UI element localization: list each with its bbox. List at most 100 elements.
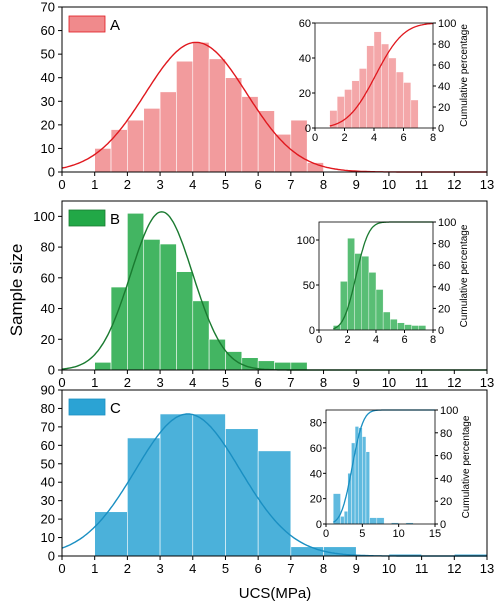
x-tick-label: 7 — [287, 177, 294, 192]
x-tick-label: 8 — [320, 561, 327, 576]
inset-right-axis-label: Cumulative percentage — [461, 415, 472, 518]
inset-bar — [395, 71, 404, 129]
y-tick-label: 10 — [41, 530, 55, 545]
histogram-bar — [94, 362, 112, 371]
x-tick-label: 13 — [480, 561, 494, 576]
x-tick-label: 9 — [353, 177, 360, 192]
histogram-bar — [127, 119, 145, 173]
x-tick-label: 5 — [222, 561, 229, 576]
y-tick-label: 40 — [41, 70, 55, 85]
inset-bar — [397, 322, 405, 331]
y-tick-label: 0 — [48, 549, 55, 564]
y-tick-label: 60 — [41, 23, 55, 38]
inset-bar — [343, 511, 348, 525]
inset-y-tick-label: 0 — [309, 325, 315, 337]
legend-swatch — [68, 15, 106, 33]
x-tick-label: 10 — [382, 561, 396, 576]
x-tick-label: 7 — [287, 375, 294, 390]
x-tick-label: 0 — [58, 375, 65, 390]
inset-right-tick-label: 0 — [440, 519, 446, 531]
inset-bar — [361, 256, 370, 331]
inset-bar — [404, 324, 412, 331]
inset-bar — [376, 517, 385, 525]
x-tick-label: 2 — [124, 375, 131, 390]
inset-right-tick-label: 40 — [438, 81, 450, 93]
inset-bar — [373, 31, 382, 129]
histogram-bar — [257, 110, 275, 173]
inset-bar — [365, 451, 370, 525]
inset-right-axis-label: Cumulative percentage — [459, 24, 470, 127]
histogram-bar — [225, 428, 259, 557]
x-tick-label: 0 — [58, 177, 65, 192]
inset-bar — [403, 82, 412, 129]
histogram-bar — [94, 511, 128, 557]
y-tick-label: 30 — [41, 94, 55, 109]
legend-swatch — [68, 209, 106, 227]
inset-x-tick-label: 8 — [430, 334, 436, 346]
inset-bar — [390, 319, 398, 331]
x-tick-label: 9 — [353, 561, 360, 576]
inset-bar — [410, 99, 419, 129]
x-tick-label: 11 — [415, 561, 429, 576]
x-tick-label: 1 — [91, 561, 98, 576]
histogram-bar — [192, 42, 210, 173]
x-tick-label: 5 — [222, 375, 229, 390]
x-tick-label: 3 — [156, 375, 163, 390]
y-tick-label: 20 — [41, 512, 55, 527]
y-tick-label: 0 — [48, 165, 55, 180]
histogram-bar — [290, 362, 308, 371]
inset-bar — [358, 427, 363, 525]
histogram-bar — [143, 108, 161, 173]
inset-right-tick-label: 0 — [438, 123, 444, 135]
histogram-bar — [274, 133, 292, 173]
x-tick-label: 2 — [124, 561, 131, 576]
inset-x-tick-label: 6 — [401, 334, 407, 346]
inset-cumulative-curve — [329, 22, 433, 127]
inset-bar — [418, 325, 427, 331]
inset-bar — [388, 57, 397, 129]
histogram-bar — [208, 338, 226, 371]
inset-y-tick-label: 20 — [310, 494, 322, 506]
inset-y-tick-label: 0 — [316, 519, 322, 531]
inset-x-tick-label: 6 — [400, 132, 406, 144]
inset-right-tick-label: 60 — [438, 60, 450, 72]
inset-y-tick-label: 60 — [310, 443, 322, 455]
inset-right-tick-label: 80 — [440, 428, 452, 440]
inset-bar — [344, 89, 353, 129]
inset-background — [326, 410, 435, 524]
inset-x-tick-label: 0 — [316, 334, 322, 346]
inset-x-tick-label: 15 — [429, 528, 441, 540]
x-tick-label: 7 — [287, 561, 294, 576]
x-tick-label: 9 — [353, 375, 360, 390]
legend-label: C — [110, 400, 121, 417]
legend-label: A — [110, 17, 120, 34]
inset-bar — [340, 516, 345, 525]
x-tick-label: 6 — [255, 561, 262, 576]
inset-y-tick-label: 50 — [303, 280, 315, 292]
inset-right-tick-label: 20 — [438, 303, 450, 315]
x-tick-label: 10 — [382, 177, 396, 192]
inset-right-tick-label: 20 — [440, 496, 452, 508]
y-tick-label: 80 — [41, 401, 55, 416]
y-tick-label: 40 — [41, 475, 55, 490]
x-tick-label: 11 — [415, 177, 429, 192]
inset-x-tick-label: 8 — [430, 132, 436, 144]
plot-frame — [61, 6, 488, 173]
x-tick-label: 10 — [382, 375, 396, 390]
inset-y-tick-label: 40 — [299, 53, 311, 65]
histogram-bar — [274, 362, 292, 371]
inset-bar — [362, 436, 367, 525]
histogram-bar — [159, 413, 194, 557]
y-tick-label: 50 — [41, 47, 55, 62]
y-tick-label: 60 — [41, 270, 55, 285]
y-tick-label: 80 — [41, 240, 55, 255]
inset-y-tick-label: 60 — [299, 18, 311, 30]
inset-x-tick-label: 4 — [373, 334, 379, 346]
inset-x-tick-label: 5 — [359, 528, 365, 540]
inset-bar — [369, 517, 378, 525]
x-axis-label: UCS(MPa) — [239, 585, 312, 602]
x-tick-label: 1 — [91, 177, 98, 192]
inset-x-tick-label: 2 — [341, 132, 347, 144]
